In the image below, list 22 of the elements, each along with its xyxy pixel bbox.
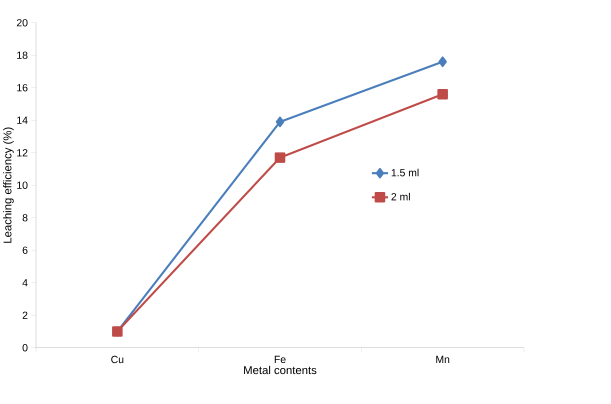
legend-label: 2 ml <box>391 192 410 201</box>
x-tick-label: Cu <box>111 356 124 364</box>
y-tick-label: 0 <box>22 344 28 352</box>
y-tick-label: 8 <box>22 214 28 222</box>
y-tick-label: 18 <box>17 52 28 60</box>
y-axis-title: Leaching efficiency (%) <box>3 128 14 243</box>
y-tick-label: 20 <box>16 19 28 27</box>
y-tick-label: 10 <box>17 182 28 190</box>
x-tick-label: Fe <box>274 356 286 364</box>
point <box>437 89 448 100</box>
y-tick-label: 6 <box>22 246 28 254</box>
legend-label: 1.5 ml <box>392 168 419 177</box>
y-tick-label: 2 <box>22 312 28 320</box>
point <box>274 152 286 164</box>
y-tick-label: 14 <box>17 116 28 124</box>
y-tick-label: 4 <box>22 279 28 286</box>
x-axis-title: Metal contents <box>244 366 316 374</box>
point <box>276 116 284 128</box>
y-tick-label: 12 <box>17 149 28 157</box>
x-tick-label: Mn <box>436 356 450 364</box>
point <box>438 56 447 68</box>
y-tick-label: 16 <box>17 84 28 92</box>
